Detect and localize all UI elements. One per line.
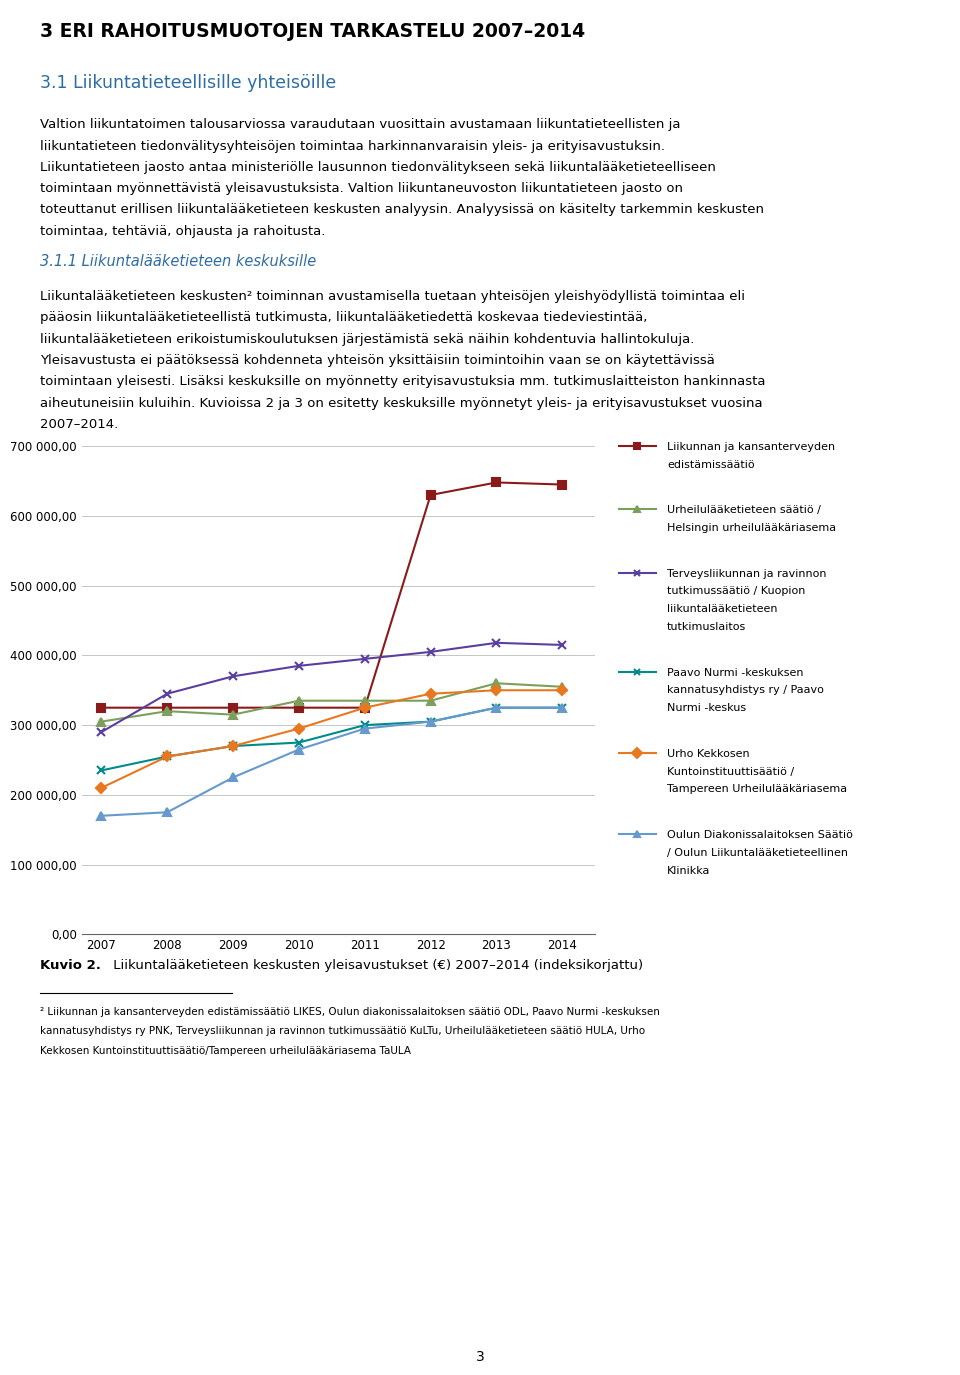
Text: 2007–2014.: 2007–2014. [40, 418, 119, 430]
Text: Liikuntalääketieteen keskusten yleisavustukset (€) 2007–2014 (indeksikorjattu): Liikuntalääketieteen keskusten yleisavus… [109, 958, 643, 972]
Text: Urheilulääketieteen säätiö /: Urheilulääketieteen säätiö / [667, 505, 821, 516]
Text: Klinikka: Klinikka [667, 865, 710, 876]
Text: kannatusyhdistys ry / Paavo: kannatusyhdistys ry / Paavo [667, 685, 824, 696]
Text: Liikuntalääketieteen keskusten² toiminnan avustamisella tuetaan yhteisöjen yleis: Liikuntalääketieteen keskusten² toiminna… [40, 290, 745, 302]
Text: Oulun Diakonissalaitoksen Säätiö: Oulun Diakonissalaitoksen Säätiö [667, 829, 853, 840]
Text: Helsingin urheilulääkäriasema: Helsingin urheilulääkäriasema [667, 522, 836, 534]
Text: Kekkosen Kuntoinstituuttisäätiö/Tampereen urheilulääkäriasema TaULA: Kekkosen Kuntoinstituuttisäätiö/Tamperee… [40, 1045, 411, 1056]
Text: Terveysliikunnan ja ravinnon: Terveysliikunnan ja ravinnon [667, 568, 827, 579]
Text: kannatusyhdistys ry PNK, Terveysliikunnan ja ravinnon tutkimussäätiö KuLTu, Urhe: kannatusyhdistys ry PNK, Terveysliikunna… [40, 1026, 645, 1037]
Text: / Oulun Liikuntalääketieteellinen: / Oulun Liikuntalääketieteellinen [667, 847, 849, 858]
Text: Yleisavustusta ei päätöksessä kohdenneta yhteisön yksittäisiin toimintoihin vaan: Yleisavustusta ei päätöksessä kohdenneta… [40, 353, 715, 367]
Text: aiheutuneisiin kuluihin. Kuvioissa 2 ja 3 on esitetty keskuksille myönnetyt ylei: aiheutuneisiin kuluihin. Kuvioissa 2 ja … [40, 396, 763, 410]
Text: Valtion liikuntatoimen talousarviossa varaudutaan vuosittain avustamaan liikunta: Valtion liikuntatoimen talousarviossa va… [40, 118, 681, 131]
Text: Liikuntatieteen jaosto antaa ministeriölle lausunnon tiedonvälitykseen sekä liik: Liikuntatieteen jaosto antaa ministeriöl… [40, 161, 716, 173]
Text: 3 ERI RAHOITUSMUOTOJEN TARKASTELU 2007–2014: 3 ERI RAHOITUSMUOTOJEN TARKASTELU 2007–2… [40, 22, 586, 41]
Text: tutkimussäätiö / Kuopion: tutkimussäätiö / Kuopion [667, 586, 805, 597]
Text: toteuttanut erillisen liikuntalääketieteen keskusten analyysin. Analyysissä on k: toteuttanut erillisen liikuntalääketiete… [40, 204, 764, 216]
Text: 3.1.1 Liikuntalääketieteen keskuksille: 3.1.1 Liikuntalääketieteen keskuksille [40, 254, 317, 270]
Text: Paavo Nurmi -keskuksen: Paavo Nurmi -keskuksen [667, 667, 804, 678]
Text: toimintaa, tehtäviä, ohjausta ja rahoitusta.: toimintaa, tehtäviä, ohjausta ja rahoitu… [40, 224, 325, 238]
Text: Nurmi -keskus: Nurmi -keskus [667, 703, 746, 714]
Text: liikuntalääketieteen erikoistumiskoulutuksen järjestämistä sekä näihin kohdentuv: liikuntalääketieteen erikoistumiskoulutu… [40, 333, 695, 345]
Text: pääosin liikuntalääketieteellistä tutkimusta, liikuntalääketiedettä koskevaa tie: pääosin liikuntalääketieteellistä tutkim… [40, 311, 648, 324]
Text: ² Liikunnan ja kansanterveyden edistämissäätiö LIKES, Oulun diakonissalaitoksen : ² Liikunnan ja kansanterveyden edistämis… [40, 1006, 660, 1018]
Text: liikuntatieteen tiedonvälitysyhteisöjen toimintaa harkinnanvaraisin yleis- ja er: liikuntatieteen tiedonvälitysyhteisöjen … [40, 140, 665, 153]
Text: 3.1 Liikuntatieteellisille yhteisöille: 3.1 Liikuntatieteellisille yhteisöille [40, 74, 337, 92]
Text: liikuntalääketieteen: liikuntalääketieteen [667, 604, 778, 615]
Text: Kuvio 2.: Kuvio 2. [40, 958, 101, 972]
Text: tutkimuslaitos: tutkimuslaitos [667, 622, 747, 632]
Text: Kuntoinstituuttisäätiö /: Kuntoinstituuttisäätiö / [667, 766, 794, 777]
Text: Tampereen Urheilulääkäriasema: Tampereen Urheilulääkäriasema [667, 784, 848, 795]
Text: Urho Kekkosen: Urho Kekkosen [667, 748, 750, 759]
Text: 3: 3 [475, 1350, 485, 1364]
Text: toimintaan yleisesti. Lisäksi keskuksille on myönnetty erityisavustuksia mm. tut: toimintaan yleisesti. Lisäksi keskuksill… [40, 375, 766, 388]
Text: toimintaan myönnettävistä yleisavustuksista. Valtion liikuntaneuvoston liikuntat: toimintaan myönnettävistä yleisavustuksi… [40, 183, 684, 195]
Text: Liikunnan ja kansanterveyden: Liikunnan ja kansanterveyden [667, 441, 835, 452]
Text: edistämissäätiö: edistämissäätiö [667, 459, 755, 470]
